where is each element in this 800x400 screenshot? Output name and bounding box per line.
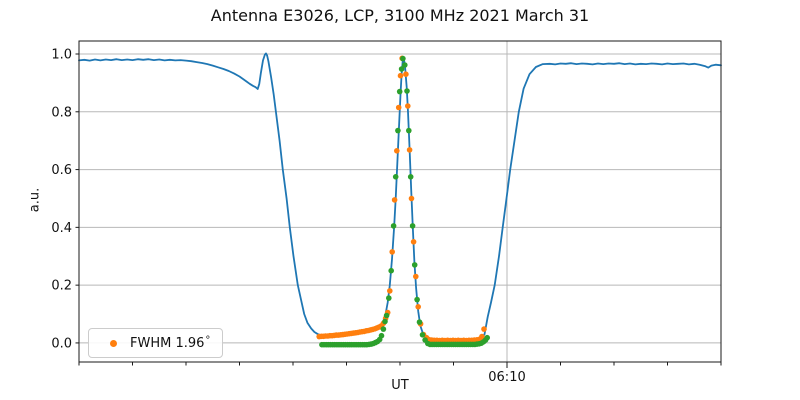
point-fwhm-fit-points bbox=[397, 72, 404, 79]
point-fwhm-fit-points bbox=[413, 273, 419, 280]
point-baseline-subtracted-points bbox=[484, 334, 491, 341]
point-fwhm-fit-points bbox=[395, 104, 402, 111]
series-drift-scan-signal bbox=[78, 52, 722, 343]
point-baseline-subtracted-points bbox=[380, 326, 387, 332]
y-tick-label: 0.2 bbox=[51, 279, 72, 294]
point-fwhm-fit-points bbox=[391, 197, 398, 203]
point-baseline-subtracted-points bbox=[419, 332, 426, 338]
legend-label: FWHM 1.96° bbox=[130, 334, 211, 351]
point-fwhm-fit-points bbox=[394, 148, 400, 154]
point-baseline-subtracted-points bbox=[398, 66, 405, 72]
point-fwhm-fit-points bbox=[408, 195, 415, 202]
point-fwhm-fit-points bbox=[481, 326, 487, 332]
y-tick-label: 0.8 bbox=[51, 105, 72, 120]
point-fwhm-fit-points bbox=[406, 147, 413, 153]
point-baseline-subtracted-points bbox=[388, 267, 395, 274]
point-baseline-subtracted-points bbox=[382, 318, 388, 325]
legend-marker-dot-icon bbox=[110, 339, 117, 347]
y-tick-label: 0.0 bbox=[51, 336, 72, 351]
x-axis-label: UT bbox=[391, 378, 409, 393]
point-baseline-subtracted-points bbox=[386, 295, 392, 301]
point-baseline-subtracted-points bbox=[383, 312, 390, 319]
point-fwhm-fit-points bbox=[479, 333, 485, 340]
point-baseline-subtracted-points bbox=[378, 332, 385, 339]
legend-degree-symbol: ° bbox=[205, 334, 211, 346]
point-fwhm-fit-points bbox=[405, 103, 411, 109]
point-fwhm-fit-points bbox=[415, 304, 422, 310]
point-baseline-subtracted-points bbox=[396, 88, 403, 95]
point-baseline-subtracted-points bbox=[390, 223, 397, 229]
legend-label-text: FWHM 1.96 bbox=[130, 335, 205, 351]
point-baseline-subtracted-points bbox=[416, 319, 423, 325]
y-tick-label: 0.6 bbox=[51, 163, 72, 178]
point-fwhm-fit-points bbox=[410, 239, 417, 245]
point-baseline-subtracted-points bbox=[404, 88, 410, 94]
y-tick-label: 1.0 bbox=[51, 48, 72, 63]
point-baseline-subtracted-points bbox=[400, 55, 406, 62]
point-baseline-subtracted-points bbox=[402, 62, 408, 68]
point-baseline-subtracted-points bbox=[392, 174, 399, 180]
point-baseline-subtracted-points bbox=[395, 127, 401, 134]
point-baseline-subtracted-points bbox=[414, 296, 420, 303]
point-baseline-subtracted-points bbox=[406, 127, 412, 134]
point-baseline-subtracted-points bbox=[411, 262, 418, 268]
chart-title: Antenna E3026, LCP, 3100 MHz 2021 March … bbox=[210, 6, 590, 25]
y-axis-label: a.u. bbox=[27, 187, 43, 213]
point-fwhm-fit-points bbox=[387, 288, 393, 294]
point-fwhm-fit-points bbox=[403, 71, 409, 77]
x-major-tick-label: 06:10 bbox=[488, 370, 525, 385]
point-baseline-subtracted-points bbox=[409, 223, 416, 229]
point-baseline-subtracted-points bbox=[407, 174, 414, 180]
y-tick-label: 0.4 bbox=[51, 221, 72, 236]
legend-box: FWHM 1.96° bbox=[88, 328, 223, 358]
point-fwhm-fit-points bbox=[389, 249, 396, 255]
